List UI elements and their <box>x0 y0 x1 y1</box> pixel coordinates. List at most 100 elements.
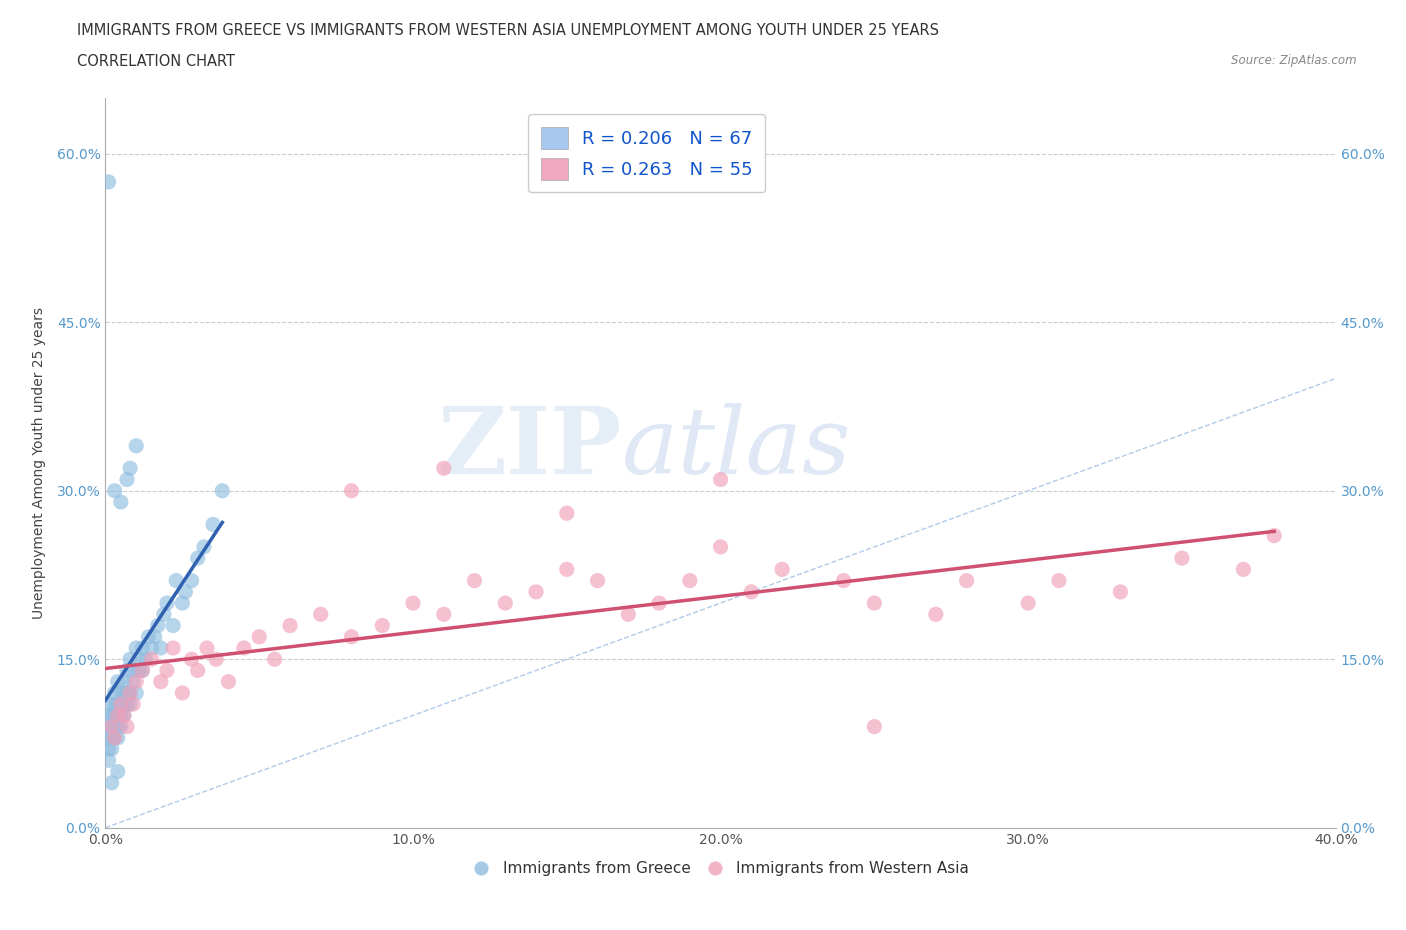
Immigrants from Greece <box>110 708 132 723</box>
Immigrants from Western Asia <box>309 607 332 622</box>
Immigrants from Greece <box>146 618 169 633</box>
Immigrants from Greece <box>165 573 187 588</box>
Immigrants from Greece <box>120 652 141 667</box>
Immigrants from Greece <box>143 630 166 644</box>
Text: CORRELATION CHART: CORRELATION CHART <box>77 54 235 69</box>
Immigrants from Greece <box>131 663 153 678</box>
Immigrants from Western Asia <box>110 697 132 711</box>
Immigrants from Western Asia <box>770 562 793 577</box>
Immigrants from Greece <box>110 697 132 711</box>
Immigrants from Greece <box>115 697 138 711</box>
Immigrants from Greece <box>125 685 148 700</box>
Immigrants from Greece <box>97 719 120 734</box>
Immigrants from Western Asia <box>172 685 194 700</box>
Immigrants from Western Asia <box>115 719 138 734</box>
Immigrants from Greece <box>107 719 129 734</box>
Immigrants from Greece <box>110 495 132 510</box>
Immigrants from Western Asia <box>125 674 148 689</box>
Immigrants from Western Asia <box>104 730 127 745</box>
Immigrants from Greece <box>100 719 122 734</box>
Immigrants from Greece <box>104 484 127 498</box>
Immigrants from Western Asia <box>120 685 141 700</box>
Legend: Immigrants from Greece, Immigrants from Western Asia: Immigrants from Greece, Immigrants from … <box>465 855 976 883</box>
Immigrants from Western Asia <box>956 573 979 588</box>
Immigrants from Greece <box>141 641 163 656</box>
Immigrants from Greece <box>149 641 172 656</box>
Immigrants from Greece <box>162 618 184 633</box>
Immigrants from Western Asia <box>740 584 762 599</box>
Immigrants from Greece <box>131 641 153 656</box>
Immigrants from Western Asia <box>218 674 240 689</box>
Immigrants from Western Asia <box>340 484 363 498</box>
Immigrants from Greece <box>100 776 122 790</box>
Immigrants from Western Asia <box>162 641 184 656</box>
Immigrants from Greece <box>153 607 176 622</box>
Immigrants from Greece <box>107 697 129 711</box>
Immigrants from Western Asia <box>278 618 301 633</box>
Immigrants from Western Asia <box>371 618 394 633</box>
Immigrants from Greece <box>193 539 215 554</box>
Immigrants from Western Asia <box>141 652 163 667</box>
Immigrants from Western Asia <box>863 719 886 734</box>
Immigrants from Western Asia <box>180 652 202 667</box>
Immigrants from Western Asia <box>195 641 218 656</box>
Immigrants from Western Asia <box>617 607 640 622</box>
Immigrants from Greece <box>128 663 150 678</box>
Immigrants from Greece <box>100 708 122 723</box>
Immigrants from Western Asia <box>433 607 456 622</box>
Text: IMMIGRANTS FROM GREECE VS IMMIGRANTS FROM WESTERN ASIA UNEMPLOYMENT AMONG YOUTH : IMMIGRANTS FROM GREECE VS IMMIGRANTS FRO… <box>77 23 939 38</box>
Immigrants from Greece <box>115 685 138 700</box>
Immigrants from Greece <box>97 741 120 756</box>
Immigrants from Greece <box>107 674 129 689</box>
Immigrants from Western Asia <box>1171 551 1194 565</box>
Immigrants from Western Asia <box>263 652 285 667</box>
Immigrants from Western Asia <box>555 562 578 577</box>
Immigrants from Greece <box>115 472 138 487</box>
Immigrants from Greece <box>112 697 135 711</box>
Immigrants from Western Asia <box>648 595 671 610</box>
Immigrants from Western Asia <box>232 641 254 656</box>
Immigrants from Western Asia <box>340 630 363 644</box>
Immigrants from Western Asia <box>464 573 486 588</box>
Immigrants from Western Asia <box>925 607 948 622</box>
Y-axis label: Unemployment Among Youth under 25 years: Unemployment Among Youth under 25 years <box>31 307 45 618</box>
Immigrants from Western Asia <box>402 595 425 610</box>
Immigrants from Western Asia <box>710 472 733 487</box>
Immigrants from Greece <box>202 517 225 532</box>
Immigrants from Greece <box>122 663 145 678</box>
Immigrants from Greece <box>112 708 135 723</box>
Immigrants from Western Asia <box>710 539 733 554</box>
Immigrants from Western Asia <box>112 708 135 723</box>
Immigrants from Greece <box>107 708 129 723</box>
Immigrants from Western Asia <box>433 461 456 476</box>
Immigrants from Greece <box>104 719 127 734</box>
Immigrants from Western Asia <box>247 630 270 644</box>
Immigrants from Western Asia <box>100 719 122 734</box>
Immigrants from Western Asia <box>494 595 516 610</box>
Immigrants from Western Asia <box>524 584 547 599</box>
Immigrants from Western Asia <box>679 573 702 588</box>
Immigrants from Western Asia <box>555 506 578 521</box>
Immigrants from Greece <box>115 663 138 678</box>
Immigrants from Greece <box>100 741 122 756</box>
Immigrants from Greece <box>174 584 197 599</box>
Immigrants from Greece <box>125 641 148 656</box>
Immigrants from Greece <box>97 175 120 190</box>
Immigrants from Greece <box>104 708 127 723</box>
Immigrants from Greece <box>112 685 135 700</box>
Immigrants from Greece <box>122 674 145 689</box>
Immigrants from Greece <box>187 551 209 565</box>
Immigrants from Western Asia <box>205 652 228 667</box>
Immigrants from Greece <box>211 484 233 498</box>
Immigrants from Greece <box>100 697 122 711</box>
Immigrants from Greece <box>134 652 156 667</box>
Immigrants from Western Asia <box>131 663 153 678</box>
Immigrants from Greece <box>125 438 148 453</box>
Immigrants from Greece <box>104 685 127 700</box>
Immigrants from Western Asia <box>586 573 609 588</box>
Immigrants from Greece <box>110 719 132 734</box>
Immigrants from Greece <box>104 730 127 745</box>
Immigrants from Western Asia <box>1232 562 1254 577</box>
Immigrants from Greece <box>100 730 122 745</box>
Immigrants from Greece <box>97 753 120 768</box>
